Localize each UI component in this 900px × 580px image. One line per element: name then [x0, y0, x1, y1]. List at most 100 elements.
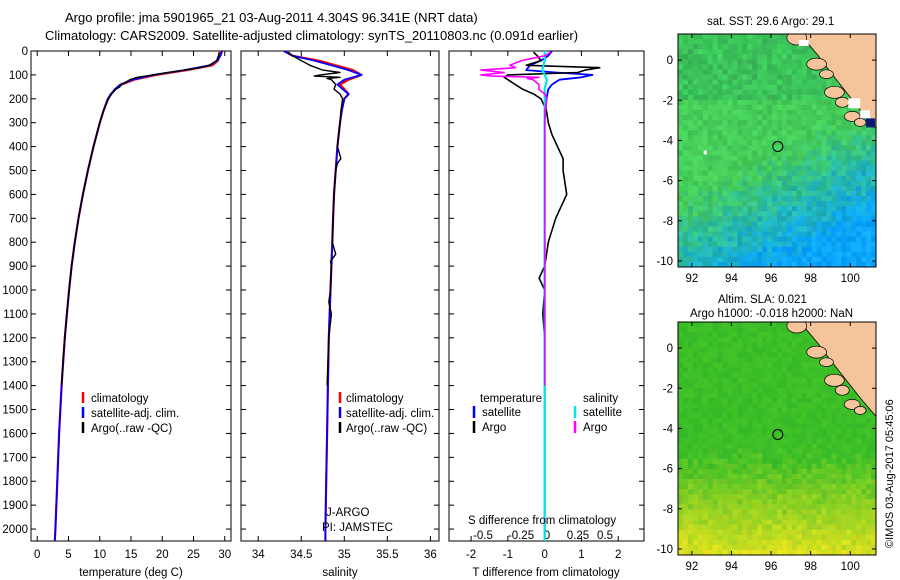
map-cell [801, 160, 808, 167]
map-cell [772, 423, 778, 429]
map-cell [702, 109, 709, 116]
map-cell [801, 241, 808, 248]
map-cell [742, 327, 748, 333]
map-cell [757, 145, 763, 151]
map-cell [836, 413, 842, 419]
map-cell [737, 160, 743, 167]
map-cell [707, 246, 714, 253]
map-cell [742, 155, 748, 162]
map-cell [678, 34, 684, 40]
map-cell [796, 484, 803, 490]
map-cell [707, 226, 714, 232]
map-cell [682, 468, 689, 475]
map-cell [747, 216, 753, 222]
map-cell [811, 140, 817, 146]
map-y-tick-label: -6 [663, 464, 673, 476]
map-cell [826, 403, 832, 409]
map-frame [677, 321, 877, 556]
map-cell [702, 140, 709, 146]
map-cell [806, 196, 813, 202]
map-cell [682, 322, 689, 328]
map-cell [762, 211, 768, 217]
map-cell [717, 185, 723, 192]
map-cell [796, 145, 803, 151]
map-cell [831, 489, 837, 495]
x-tick-label: 5 [65, 549, 71, 561]
map-cell [747, 140, 753, 146]
map-cell [737, 473, 743, 480]
map-cell [737, 458, 743, 465]
map-cell [791, 347, 798, 353]
map-cell [777, 109, 783, 116]
map-cell [682, 89, 689, 96]
map-cell [831, 201, 837, 207]
map-cell [836, 130, 842, 136]
map-cell [871, 458, 876, 465]
map-cell [687, 120, 694, 126]
map-cell [682, 397, 689, 404]
map-cell [742, 524, 748, 531]
map-cell [742, 39, 748, 45]
map-cell [801, 180, 808, 187]
map-cell [871, 185, 876, 192]
map-cell [722, 519, 728, 526]
map-cell [712, 413, 718, 419]
map-cell [811, 256, 817, 263]
map-cell [772, 201, 778, 207]
map-cell [791, 140, 798, 146]
x-axis-label: T difference from climatology [472, 567, 619, 579]
map-cell [831, 246, 837, 253]
map-cell [856, 261, 862, 267]
map-cell [717, 413, 723, 419]
map-cell [742, 428, 748, 434]
map-cell [801, 352, 808, 358]
map-cell [866, 544, 872, 551]
map-cell [757, 387, 763, 394]
map-cell [856, 226, 862, 232]
y-tick-label: 1800 [2, 476, 28, 488]
map-cell [712, 170, 718, 177]
map-cell [772, 534, 778, 541]
map-cell [866, 226, 872, 232]
map-cell [791, 44, 798, 50]
map-cell [752, 504, 758, 510]
map-cell [747, 241, 753, 248]
map-cell [851, 185, 857, 192]
map-cell [811, 509, 817, 515]
temperature-panel-frame [30, 50, 232, 542]
map-cell [806, 206, 813, 212]
map-cell [752, 463, 758, 470]
map-cell [796, 519, 803, 526]
map-cell [762, 140, 768, 146]
map-cell [727, 448, 733, 455]
map-cell [846, 453, 852, 460]
map-cell [732, 539, 738, 546]
map-cell [772, 64, 778, 70]
map-cell [831, 165, 837, 172]
map-cell [777, 59, 783, 65]
map-cell [841, 145, 847, 151]
map-cell [796, 443, 803, 450]
map-cell [826, 135, 832, 141]
map-cell [757, 408, 763, 414]
map-cell [816, 120, 822, 126]
map-cell [742, 494, 748, 500]
map-cell [687, 206, 694, 212]
map-cell [816, 99, 822, 106]
map-cell [682, 514, 689, 520]
map-cell [781, 104, 788, 111]
map-cell [801, 231, 808, 238]
map-cell [722, 327, 728, 333]
map-cell [742, 453, 748, 460]
map-cell [866, 221, 872, 227]
map-cell [692, 130, 699, 136]
map-cell [727, 519, 733, 526]
map-cell [692, 165, 699, 172]
map-cell [856, 175, 862, 182]
map-cell [732, 448, 738, 455]
map-cell [772, 125, 778, 131]
y-tick-label: 400 [9, 142, 28, 154]
map-cell [772, 397, 778, 404]
map-cell [871, 438, 876, 444]
map-cell [678, 382, 684, 389]
